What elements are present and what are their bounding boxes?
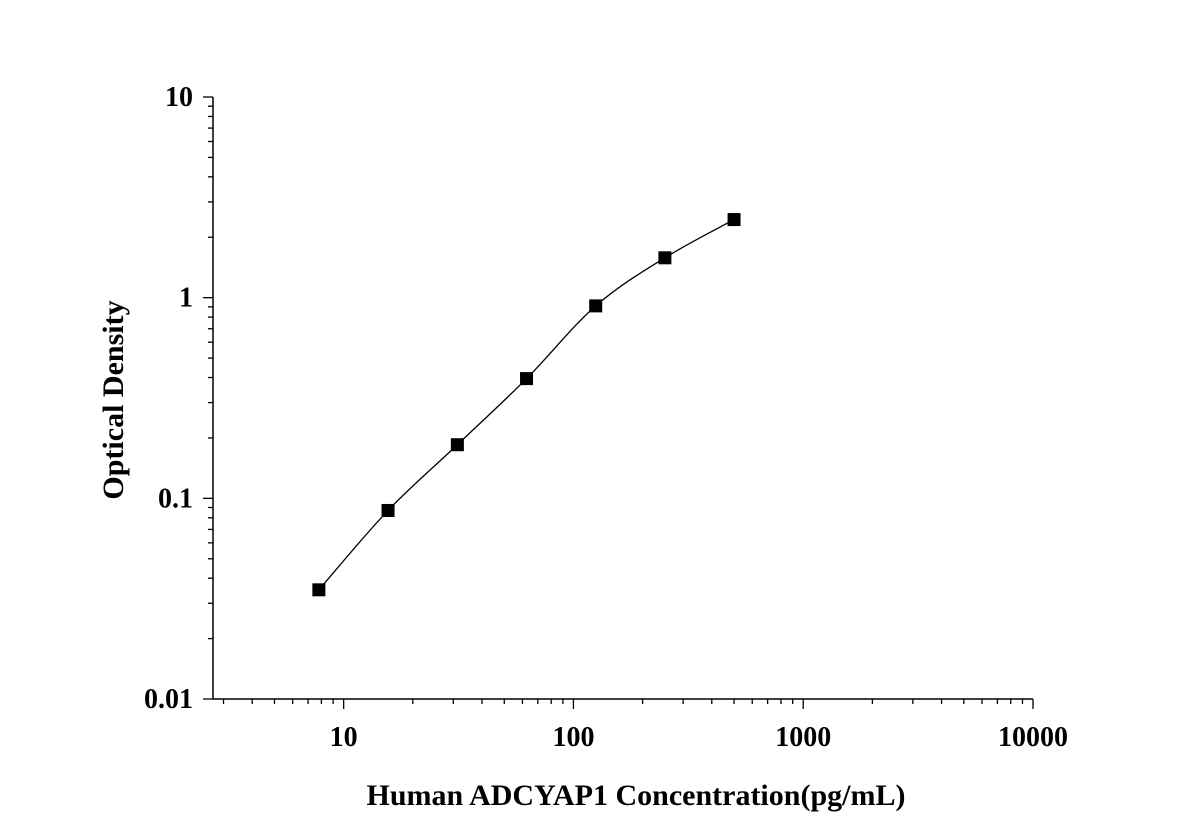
data-point (658, 251, 672, 265)
x-tick-label: 10000 (998, 722, 1068, 753)
data-point (381, 503, 395, 517)
x-tick-label: 1000 (775, 722, 831, 753)
data-point (312, 583, 326, 597)
x-tick-label: 10 (330, 722, 358, 753)
x-tick-label: 100 (552, 722, 594, 753)
data-point (450, 438, 464, 452)
y-tick-label: 10 (165, 82, 193, 113)
data-point (727, 213, 741, 227)
data-point (520, 372, 534, 386)
ticks (203, 96, 1034, 709)
tick-labels: 0.01 0.1 1 10 10 100 1000 10000 (144, 82, 1068, 753)
y-tick-label: 0.1 (158, 483, 193, 514)
x-axis-title: Human ADCYAP1 Concentration(pg/mL) (367, 779, 906, 812)
y-tick-label: 0.01 (144, 684, 193, 715)
axes (212, 97, 1033, 700)
y-axis-title: Optical Density (97, 300, 130, 499)
data-point (589, 299, 603, 313)
y-tick-label: 1 (179, 283, 193, 314)
data-points (312, 213, 741, 597)
fit-curve (318, 219, 735, 591)
